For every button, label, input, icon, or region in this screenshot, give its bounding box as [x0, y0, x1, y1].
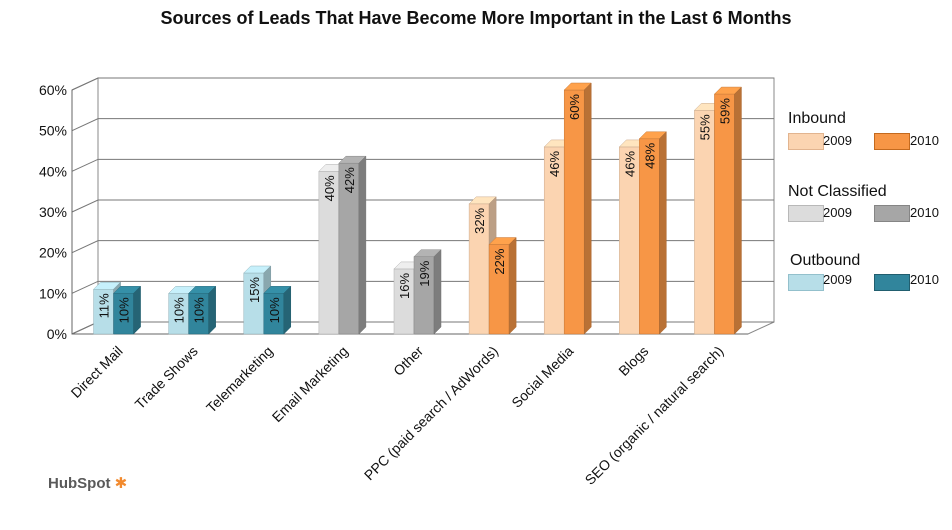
- data-label: 60%: [567, 94, 582, 120]
- data-label: 46%: [622, 151, 637, 177]
- x-tick-label: Email Marketing: [269, 343, 351, 425]
- legend-not-classified-2009-label: 2009: [823, 205, 852, 220]
- x-tick-label: PPC (paid search / AdWords): [361, 343, 501, 483]
- bar-side: [283, 285, 292, 335]
- data-label: 55%: [697, 114, 712, 140]
- data-label: 42%: [342, 167, 357, 193]
- data-label: 10%: [267, 297, 282, 323]
- bar-side: [133, 285, 141, 335]
- data-label: 22%: [492, 248, 507, 274]
- y-tick-label: 30%: [39, 204, 67, 220]
- bar: [563, 89, 585, 335]
- x-tick-label: Direct Mail: [68, 343, 126, 401]
- legend-inbound-heading: Inbound: [788, 110, 846, 127]
- bar: [694, 110, 715, 335]
- data-label: 16%: [397, 273, 412, 299]
- data-label: 11%: [97, 293, 112, 318]
- bar-side: [358, 155, 367, 335]
- data-label: 10%: [192, 297, 207, 323]
- legend-outbound-2010-label: 2010: [910, 272, 939, 287]
- y-tick-label: 60%: [39, 82, 67, 98]
- data-label: 10%: [172, 297, 187, 323]
- data-label: 19%: [417, 260, 432, 286]
- y-tick-label: 20%: [39, 245, 67, 261]
- legend-not-classified-2010-label: 2010: [910, 205, 939, 220]
- bar-side: [659, 131, 667, 335]
- chart-title: Sources of Leads That Have Become More I…: [160, 8, 792, 28]
- y-tick-label: 0%: [47, 326, 67, 342]
- bar-side: [734, 86, 742, 335]
- gridline: [71, 77, 774, 91]
- y-tick-label: 40%: [39, 163, 67, 179]
- hubspot-logo-text: HubSpot: [48, 475, 111, 492]
- data-label: 48%: [642, 142, 657, 168]
- y-tick-label: 50%: [39, 123, 67, 139]
- legend-not-classified-heading: Not Classified: [788, 183, 887, 200]
- legend-outbound-heading: Outbound: [790, 252, 861, 269]
- bar-side: [583, 82, 592, 335]
- legend-inbound-2010-swatch: [874, 133, 910, 150]
- bar-side: [208, 285, 216, 335]
- hubspot-logo: HubSpot ✱: [48, 474, 127, 492]
- x-tick-label: Trade Shows: [132, 343, 201, 412]
- legend-outbound-2009-swatch: [788, 274, 824, 291]
- x-tick-label: Blogs: [615, 343, 651, 379]
- y-tick-label: 10%: [39, 285, 67, 301]
- x-tick-label: Telemarketing: [203, 343, 276, 416]
- legend-not-classified-2010-swatch: [874, 205, 910, 222]
- data-label: 59%: [717, 98, 732, 124]
- legend-outbound-2010-swatch: [874, 274, 910, 291]
- data-label: 46%: [547, 151, 562, 177]
- gridline: [71, 118, 774, 132]
- x-tick-label: Social Media: [508, 343, 576, 411]
- data-label: 40%: [322, 175, 337, 201]
- x-tick-label: Other: [390, 343, 426, 379]
- bar-side: [433, 249, 442, 335]
- sprocket-icon: ✱: [114, 475, 128, 492]
- data-label: 15%: [247, 277, 262, 303]
- legend-inbound-2009-label: 2009: [823, 133, 852, 148]
- x-tick-label: SEO (organic / natural search): [582, 343, 727, 488]
- legend-inbound-2010-label: 2010: [910, 133, 939, 148]
- legend-outbound-2009-label: 2009: [823, 272, 852, 287]
- data-label: 10%: [117, 297, 132, 323]
- bar-side: [508, 236, 517, 335]
- bar: [714, 93, 735, 335]
- legend-not-classified-2009-swatch: [788, 205, 824, 222]
- data-label: 32%: [472, 207, 487, 233]
- legend-inbound-2009-swatch: [788, 133, 824, 150]
